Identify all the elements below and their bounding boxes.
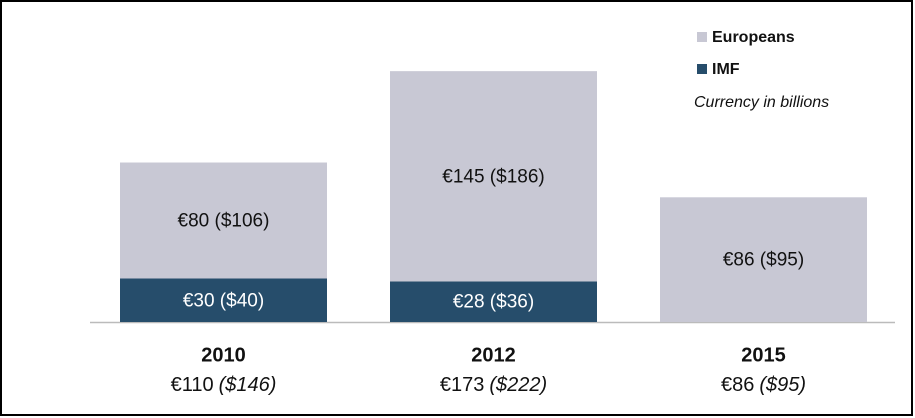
total-usd: ($95)	[759, 374, 806, 396]
category-label: 2010	[201, 344, 246, 366]
category-label: 2015	[741, 344, 786, 366]
value-label: €145 ($186)	[442, 166, 544, 187]
total-label: €173 ($222)	[440, 374, 547, 396]
total-usd: ($146)	[219, 374, 277, 396]
total-eur: €110	[171, 374, 214, 396]
bar-segment	[660, 197, 867, 322]
total-eur: €173	[440, 374, 485, 396]
category-label: 2012	[471, 344, 516, 366]
value-label: €86 ($95)	[723, 250, 804, 271]
total-eur: €86	[721, 374, 754, 396]
legend-label: Europeans	[712, 29, 795, 46]
note: Currency in billions	[694, 94, 829, 111]
value-label: €30 ($40)	[183, 290, 264, 311]
total-label: €110 ($146)	[171, 374, 277, 396]
bar-segment	[390, 71, 597, 282]
legend-swatch	[697, 32, 707, 42]
bar-segment	[120, 162, 327, 279]
value-label: €80 ($106)	[178, 211, 270, 232]
total-label: €86 ($95)	[721, 374, 806, 396]
value-label: €28 ($36)	[453, 292, 534, 313]
legend-label: IMF	[712, 61, 740, 78]
bar-segment	[390, 281, 597, 322]
bar-segment	[120, 278, 327, 322]
total-usd: ($222)	[489, 374, 547, 396]
legend-swatch	[697, 64, 707, 74]
